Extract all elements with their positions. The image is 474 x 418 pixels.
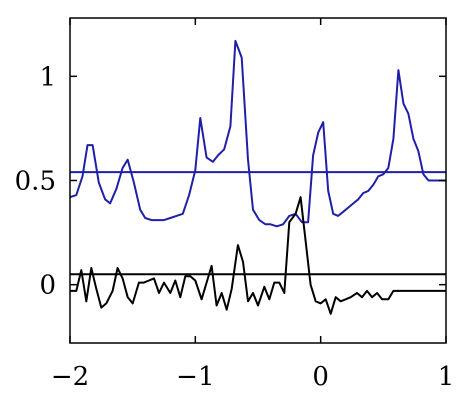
axes-group: −2 −1 0 1 0 0.5 1: [15, 17, 455, 392]
series-group: [69, 39, 446, 315]
x-tick-label: −1: [176, 362, 214, 392]
y-tick-label: 0.5: [15, 167, 56, 197]
y-tick-label: 0: [39, 271, 56, 301]
series-line-1: [69, 39, 446, 228]
series-line-2: [70, 196, 446, 315]
x-tick-label: 0: [312, 362, 329, 392]
y-tick-label: 1: [39, 62, 56, 92]
x-tick-label: −2: [51, 362, 89, 392]
x-tick-label: 1: [438, 362, 455, 392]
